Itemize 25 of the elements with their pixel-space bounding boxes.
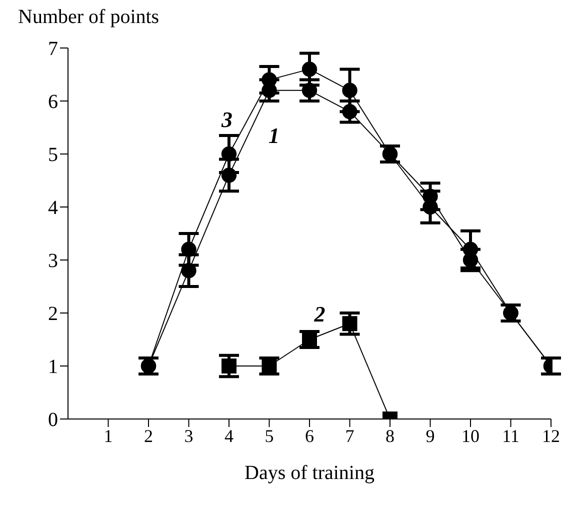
x-tick-label: 10 <box>462 426 480 446</box>
y-axis-title: Number of points <box>18 6 160 29</box>
y-tick-label: 5 <box>48 144 58 166</box>
x-tick-label: 5 <box>264 426 274 446</box>
x-tick-label: 9 <box>426 426 435 446</box>
x-tick-label: 1 <box>104 426 113 446</box>
y-tick-label: 4 <box>48 197 58 220</box>
y-tick-label: 2 <box>48 303 58 326</box>
series-label: 1 <box>268 123 280 148</box>
x-tick-label: 11 <box>502 426 520 446</box>
y-tick-label: 1 <box>48 356 58 378</box>
series-label: 2 <box>313 301 326 326</box>
x-tick-label: 2 <box>144 426 153 446</box>
x-tick-label: 8 <box>386 426 394 446</box>
y-tick-label: 0 <box>48 409 58 432</box>
x-axis-title: Days of training <box>244 462 374 484</box>
y-tick-label: 3 <box>48 250 58 272</box>
x-tick-label: 6 <box>305 426 314 446</box>
x-tick-label: 7 <box>345 426 354 446</box>
x-tick-label: 4 <box>224 426 234 446</box>
x-tick-label: 3 <box>184 426 194 446</box>
series-label: 3 <box>220 106 232 132</box>
y-tick-label: 6 <box>48 91 58 114</box>
y-tick-label: 7 <box>48 38 58 60</box>
x-tick-label: 12 <box>542 426 560 446</box>
